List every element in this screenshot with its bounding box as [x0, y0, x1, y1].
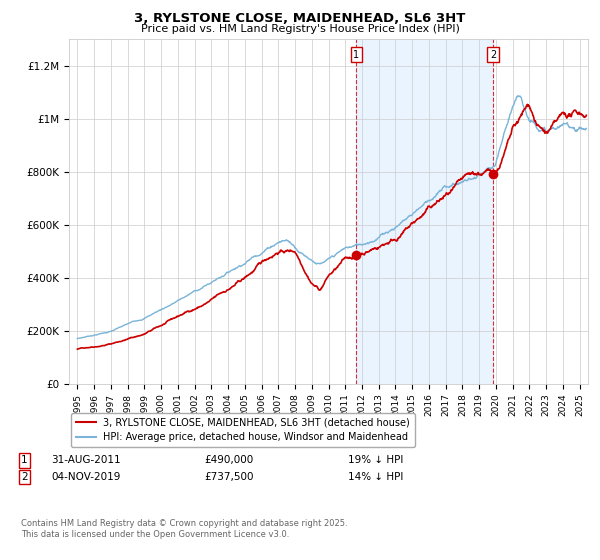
- Legend: 3, RYLSTONE CLOSE, MAIDENHEAD, SL6 3HT (detached house), HPI: Average price, det: 3, RYLSTONE CLOSE, MAIDENHEAD, SL6 3HT (…: [71, 413, 415, 447]
- Text: 3, RYLSTONE CLOSE, MAIDENHEAD, SL6 3HT: 3, RYLSTONE CLOSE, MAIDENHEAD, SL6 3HT: [134, 12, 466, 25]
- Text: 04-NOV-2019: 04-NOV-2019: [51, 472, 121, 482]
- Text: 1: 1: [21, 455, 28, 465]
- Text: Contains HM Land Registry data © Crown copyright and database right 2025.
This d: Contains HM Land Registry data © Crown c…: [21, 520, 347, 539]
- Text: 1: 1: [353, 50, 359, 60]
- Text: Price paid vs. HM Land Registry's House Price Index (HPI): Price paid vs. HM Land Registry's House …: [140, 24, 460, 34]
- Text: 19% ↓ HPI: 19% ↓ HPI: [348, 455, 403, 465]
- Text: 31-AUG-2011: 31-AUG-2011: [51, 455, 121, 465]
- Text: 2: 2: [21, 472, 28, 482]
- Bar: [356, 39, 493, 384]
- Text: 14% ↓ HPI: 14% ↓ HPI: [348, 472, 403, 482]
- Text: 2: 2: [490, 50, 496, 60]
- Text: £490,000: £490,000: [204, 455, 253, 465]
- Text: £737,500: £737,500: [204, 472, 254, 482]
